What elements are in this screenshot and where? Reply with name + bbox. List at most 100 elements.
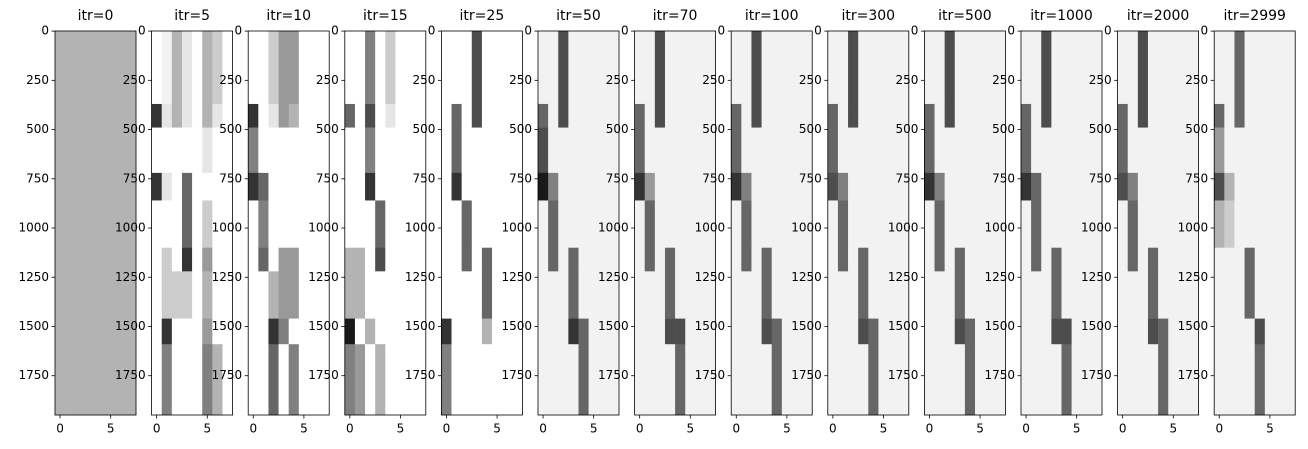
- heatmap-cell: [1061, 318, 1072, 345]
- heatmap-cell: [502, 31, 513, 105]
- heatmap-cell: [1117, 318, 1129, 345]
- heatmap-cell: [415, 103, 427, 128]
- heatmap-cell: [192, 127, 203, 174]
- heatmap-cell: [858, 318, 869, 345]
- heatmap-cell: [512, 344, 523, 416]
- heatmap-cell: [502, 247, 513, 272]
- panel-title: itr=2999: [1223, 8, 1286, 24]
- heatmap-cell: [944, 127, 956, 174]
- heatmap-cell: [75, 344, 86, 416]
- heatmap-cell: [1234, 200, 1245, 249]
- heatmap-cell: [415, 127, 427, 174]
- y-tick-label: 1500: [308, 319, 339, 333]
- heatmap-cell: [578, 172, 589, 201]
- x-tick-label: 0: [1215, 422, 1223, 436]
- heatmap-cell: [105, 127, 117, 174]
- heatmap-cell: [1188, 103, 1199, 128]
- heatmap-cell: [55, 127, 66, 174]
- heatmap-cell: [85, 344, 96, 416]
- heatmap-cell: [385, 31, 396, 105]
- y-tick-label: 750: [702, 171, 725, 185]
- heatmap-cell: [85, 172, 96, 201]
- heatmap-cell: [375, 103, 386, 128]
- y-tick-label: 1750: [598, 368, 629, 382]
- heatmap-cell: [1147, 344, 1159, 416]
- heatmap-cell: [1274, 103, 1286, 128]
- heatmap-cell: [308, 271, 320, 319]
- heatmap-cell: [1147, 127, 1159, 174]
- heatmap-cell: [1178, 200, 1189, 249]
- heatmap-cell: [588, 200, 600, 249]
- heatmap-cell: [1091, 200, 1103, 249]
- heatmap-cell: [964, 103, 976, 128]
- heatmap-cell: [1091, 103, 1103, 128]
- heatmap-cell: [1041, 31, 1052, 105]
- heatmap-cell: [578, 344, 589, 416]
- heatmap-cell: [308, 103, 320, 128]
- heatmap-cell: [125, 318, 137, 345]
- panel-title: itr=500: [938, 8, 992, 24]
- heatmap-cell: [731, 247, 742, 272]
- panel-title: itr=1000: [1030, 8, 1093, 24]
- heatmap-cell: [995, 344, 1006, 416]
- heatmap-cell: [695, 103, 706, 128]
- heatmap-cell: [578, 271, 589, 319]
- heatmap-cell: [985, 103, 996, 128]
- heatmap-cell: [791, 318, 803, 345]
- heatmap-cell: [1234, 318, 1245, 345]
- y-tick-label: 1750: [1178, 368, 1209, 382]
- heatmap-cell: [1234, 247, 1245, 272]
- x-tick-label: 0: [443, 422, 451, 436]
- y-tick-label: 0: [1201, 24, 1209, 38]
- panel-title: itr=25: [460, 8, 505, 24]
- heatmap-cell: [741, 271, 752, 319]
- heatmap-cell: [1168, 271, 1179, 319]
- heatmap-cell: [278, 172, 289, 201]
- heatmap-cell: [1234, 344, 1245, 416]
- heatmap-cell: [675, 31, 686, 105]
- heatmap-cell: [802, 172, 813, 201]
- heatmap-cell: [344, 200, 356, 249]
- heatmap-cell: [791, 200, 803, 249]
- heatmap-cell: [1224, 31, 1235, 105]
- heatmap-cell: [837, 318, 849, 345]
- x-tick-label: 0: [636, 422, 644, 436]
- heatmap-cell: [1214, 31, 1225, 105]
- heatmap-cell: [354, 318, 366, 345]
- heatmap-cell: [934, 172, 945, 201]
- heatmap-cell: [222, 103, 233, 128]
- heatmap-cell: [268, 172, 279, 201]
- heatmap-cell: [375, 318, 386, 345]
- y-tick-label: 750: [412, 171, 435, 185]
- heatmap-cell: [181, 271, 193, 319]
- axes-frame: [247, 30, 330, 416]
- heatmap-cell: [695, 318, 706, 345]
- heatmap-cell: [1244, 247, 1255, 272]
- heatmap-cell: [1158, 271, 1169, 319]
- heatmap-cell: [502, 103, 513, 128]
- heatmap-cell: [344, 172, 356, 201]
- heatmap-cell: [75, 200, 86, 249]
- heatmap-cell: [1254, 247, 1266, 272]
- heatmap-cell: [319, 318, 330, 345]
- panel: itr=70 0 250 500 750 1000 1250 1500 1750 0 5: [598, 8, 716, 436]
- heatmap-cell: [385, 271, 396, 319]
- heatmap-cell: [944, 344, 956, 416]
- heatmap-cell: [1168, 200, 1179, 249]
- heatmap-cell: [1147, 318, 1159, 345]
- heatmap-cell: [461, 318, 473, 345]
- heatmap-cell: [848, 200, 859, 249]
- heatmap-cell: [598, 31, 610, 105]
- y-tick-label: 1000: [1081, 221, 1112, 235]
- heatmap-cell: [1031, 31, 1042, 105]
- heatmap-cell: [461, 127, 473, 174]
- heatmap-cell: [258, 271, 269, 319]
- heatmap-cell: [1031, 271, 1042, 319]
- heatmap-cell: [471, 172, 483, 201]
- heatmap-cell: [705, 271, 716, 319]
- y-tick-label: 750: [992, 171, 1015, 185]
- heatmap-cell: [298, 318, 310, 345]
- heatmap-cell: [654, 247, 666, 272]
- heatmap-cell: [1081, 103, 1093, 128]
- heatmap-cell: [405, 31, 416, 105]
